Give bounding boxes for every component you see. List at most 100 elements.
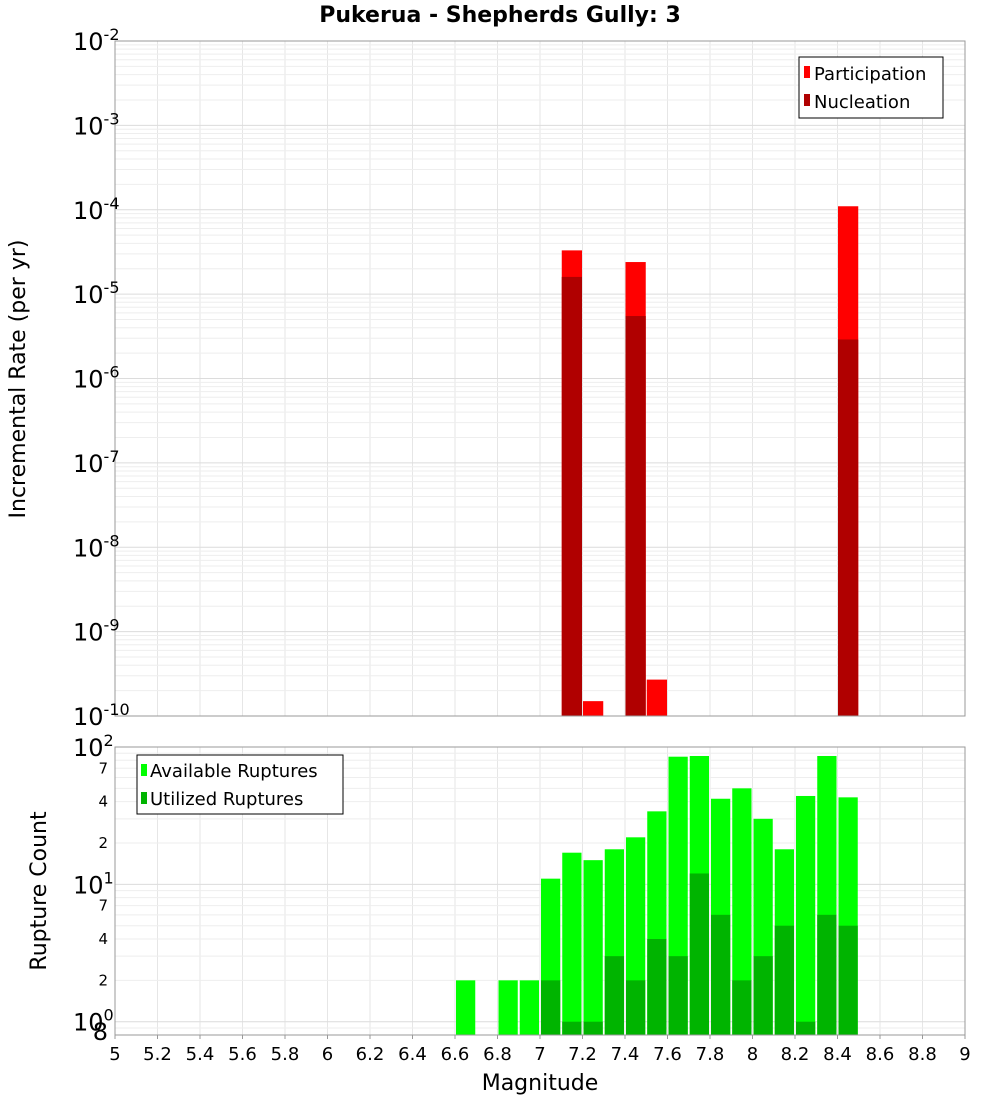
tick-base: 10 [73,28,104,56]
top-y-axis-label: Incremental Rate (per yr) [6,240,31,519]
legend-swatch-available [141,764,147,776]
x-tick-label: 5.2 [143,1044,172,1065]
x-tick-label: 5.4 [186,1044,215,1065]
x-tick-label: 8 [747,1044,758,1065]
tick-exponent: -6 [104,363,120,382]
tick-base: 10 [73,1009,104,1037]
bar-utilized [647,939,667,1035]
bar-nucleation [838,339,859,716]
tick-base: 10 [73,703,104,731]
bar-utilized [626,980,646,1035]
tick-base: 10 [73,281,104,309]
x-tick-label: 6.8 [483,1044,512,1065]
legend-label-participation: Participation [814,64,926,85]
bottom-bars [456,755,858,1035]
bottom-y-minor-tick-label: 4 [98,793,108,811]
top-plot-border [114,40,966,717]
tick-exponent: 2 [104,731,114,750]
top-bars [561,206,859,717]
bottom-y-minor-tick-label: 4 [98,930,108,948]
x-tick-label: 7.4 [611,1044,640,1065]
bar-available [498,980,518,1035]
bar-utilized [562,1021,582,1035]
x-tick-label: 8.2 [781,1044,810,1065]
tick-exponent: -5 [104,278,120,297]
top-y-tick-label: 10-9 [73,616,120,647]
x-tick-label: 7.6 [653,1044,682,1065]
bar-utilized [817,914,837,1035]
x-tick-label: 7.2 [568,1044,597,1065]
x-tick-label: 6.2 [356,1044,385,1065]
tick-exponent: 0 [104,1006,114,1025]
chart-title: Pukerua - Shepherds Gully: 3 [319,3,681,28]
bar-utilized [753,956,773,1035]
x-tick-label: 5.6 [228,1044,257,1065]
bar-participation [583,701,604,716]
x-ticks: 5 5.2 5.4 5.6 5.8 6 6.2 6.4 6.6 6.8 7 7.2 7.4 7.6 7.8 8… [109,1035,971,1065]
top-y-tick-label: 10-10 [73,700,130,731]
tick-base: 10 [73,619,104,647]
bottom-y-minor-tick-label: 7 [98,897,108,915]
bottom-legend-box [136,754,344,815]
top-y-tick-label: 10-7 [73,447,120,478]
bar-utilized [796,1021,816,1035]
x-tick-label: 8.4 [823,1044,852,1065]
tick-base: 10 [73,450,104,478]
bottom-y-minor-tick-label: 8 [93,1018,108,1046]
x-tick-label: 8.6 [866,1044,895,1065]
bar-utilized [838,925,858,1035]
top-y-tick-label: 10-8 [73,531,120,562]
x-tick-label: 9 [959,1044,970,1065]
bottom-y-tick-label: 101 [73,868,114,899]
bottom-y-minor-tick-label: 7 [98,759,108,777]
tick-exponent: -3 [104,109,120,128]
legend-swatch-utilized [141,792,147,804]
bar-utilized [774,925,794,1035]
x-tick-label: 5 [109,1044,120,1065]
tick-base: 10 [73,112,104,140]
bar-available [456,980,476,1035]
bottom-y-tick-label: 100 [73,1006,114,1037]
bar-available [796,795,816,1035]
top-y-tick-label: 10-6 [73,363,120,394]
bar-available [519,980,539,1035]
bottom-y-minor-tick-label: 2 [98,971,108,989]
top-legend-box [798,56,944,119]
tick-exponent: -4 [104,194,120,213]
bar-utilized [604,956,624,1035]
bottom-y-minor-tick-label: 2 [98,834,108,852]
tick-exponent: 1 [104,868,114,887]
bar-utilized [689,873,709,1035]
x-axis-label: Magnitude [482,1071,599,1096]
top-y-tick-label: 10-4 [73,194,120,225]
top-y-ticks: 10-210-310-410-510-610-710-810-910-10 [73,25,130,731]
tick-exponent: -10 [104,700,130,719]
x-tick-label: 6.4 [398,1044,427,1065]
bar-nucleation [561,276,582,716]
tick-base: 10 [73,366,104,394]
tick-exponent: -2 [104,25,120,44]
legend-swatch-nucleation [804,94,810,106]
legend-label-nucleation: Nucleation [814,92,910,113]
top-grid [114,41,966,717]
top-plot: 10-210-310-410-510-610-710-810-910-10 In… [6,25,966,731]
bottom-legend: Available Ruptures Utilized Ruptures [136,754,344,815]
bar-utilized [583,1021,603,1035]
x-tick-label: 6 [322,1044,333,1065]
tick-base: 10 [73,871,104,899]
tick-base: 10 [73,734,104,762]
bar-utilized [541,980,561,1035]
tick-exponent: -9 [104,616,120,635]
bottom-y-axis-label: Rupture Count [27,811,52,971]
bar-available [583,860,603,1035]
top-y-tick-label: 10-5 [73,278,120,309]
x-tick-label: 5.8 [271,1044,300,1065]
tick-base: 10 [73,534,104,562]
bar-utilized [668,956,688,1035]
top-y-tick-label: 10-3 [73,109,120,140]
bar-utilized [711,914,731,1035]
tick-exponent: -7 [104,447,120,466]
bar-available [732,788,752,1035]
top-legend: Participation Nucleation [798,56,944,119]
